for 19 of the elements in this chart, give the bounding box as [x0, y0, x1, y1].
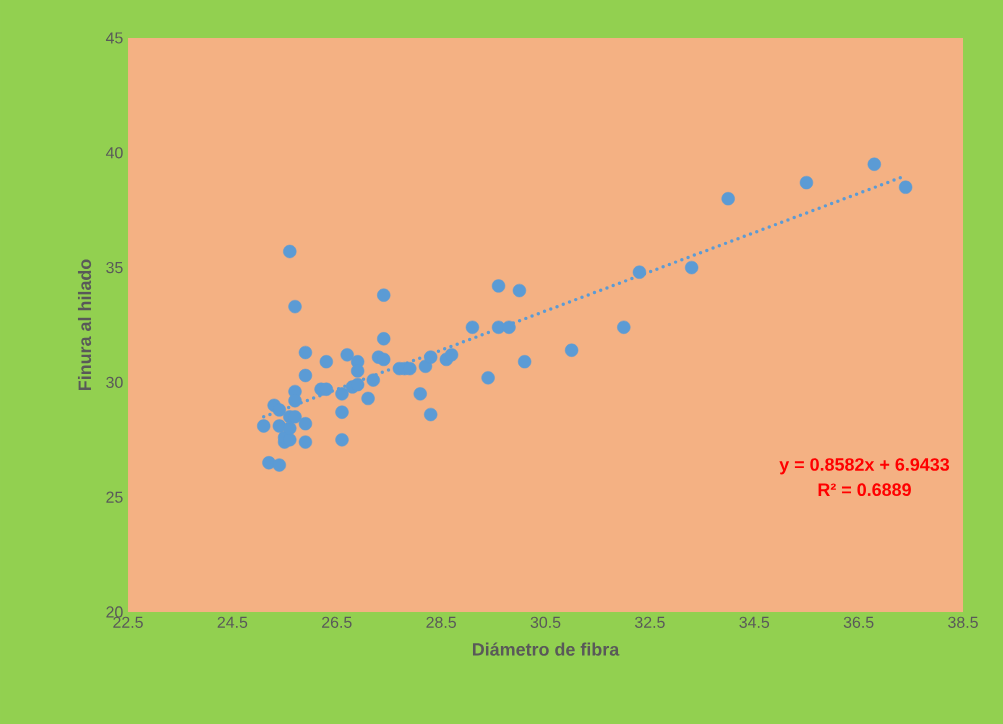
- y-tick-label: 35: [106, 261, 123, 274]
- x-tick-label: 26.5: [322, 616, 352, 628]
- x-tick-label: 32.5: [634, 616, 665, 628]
- x-tick-label: 36.5: [843, 616, 874, 628]
- x-tick-label: 28.5: [426, 616, 456, 628]
- x-tick-label: 30.5: [530, 616, 561, 628]
- y-tick-label: 45: [105, 32, 123, 44]
- x-tick-label: 34.5: [739, 616, 770, 628]
- x-tick-label: 38.5: [948, 616, 978, 628]
- y-tick-label: 20: [106, 606, 123, 618]
- x-axis-title: Diámetro de fibra: [472, 642, 620, 656]
- x-tick-label: 22.5: [113, 616, 143, 628]
- x-tick-label: 24.5: [217, 616, 248, 628]
- annotation: R² = 0.6889: [818, 483, 911, 497]
- annotation: y = 0.8582x + 6.9433: [779, 458, 950, 475]
- y-tick-label: 25: [106, 491, 123, 503]
- y-tick-label: 40: [105, 147, 123, 159]
- y-tick-label: 30: [106, 376, 123, 389]
- y-axis-title: Finura al hilado: [77, 259, 92, 391]
